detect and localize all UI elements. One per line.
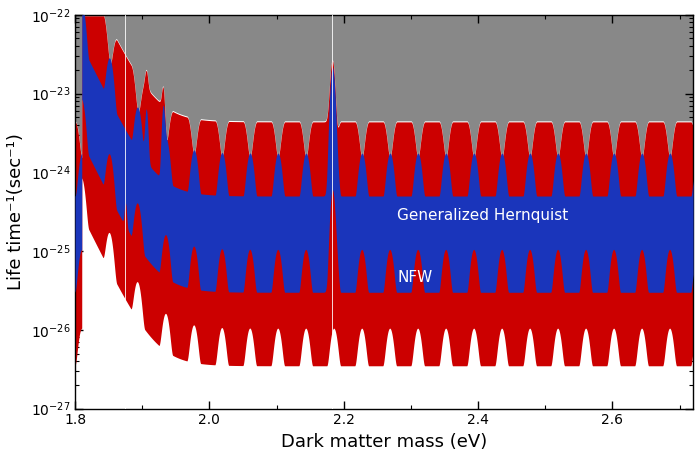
X-axis label: Dark matter mass (eV): Dark matter mass (eV) [281,433,487,451]
Y-axis label: Life time⁻¹(sec⁻¹): Life time⁻¹(sec⁻¹) [7,133,25,290]
Text: Generalized Hernquist: Generalized Hernquist [398,208,568,223]
Text: NFW: NFW [398,270,433,285]
